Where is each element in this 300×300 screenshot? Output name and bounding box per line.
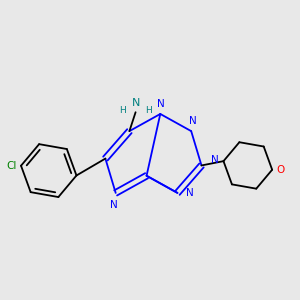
Text: H: H bbox=[145, 106, 152, 115]
Text: N: N bbox=[131, 98, 140, 108]
Text: N: N bbox=[186, 188, 194, 198]
Text: N: N bbox=[189, 116, 197, 126]
Text: H: H bbox=[119, 106, 126, 115]
Text: N: N bbox=[211, 155, 219, 166]
Text: Cl: Cl bbox=[7, 161, 17, 171]
Text: N: N bbox=[110, 200, 118, 210]
Text: O: O bbox=[277, 165, 285, 175]
Text: N: N bbox=[157, 99, 165, 109]
